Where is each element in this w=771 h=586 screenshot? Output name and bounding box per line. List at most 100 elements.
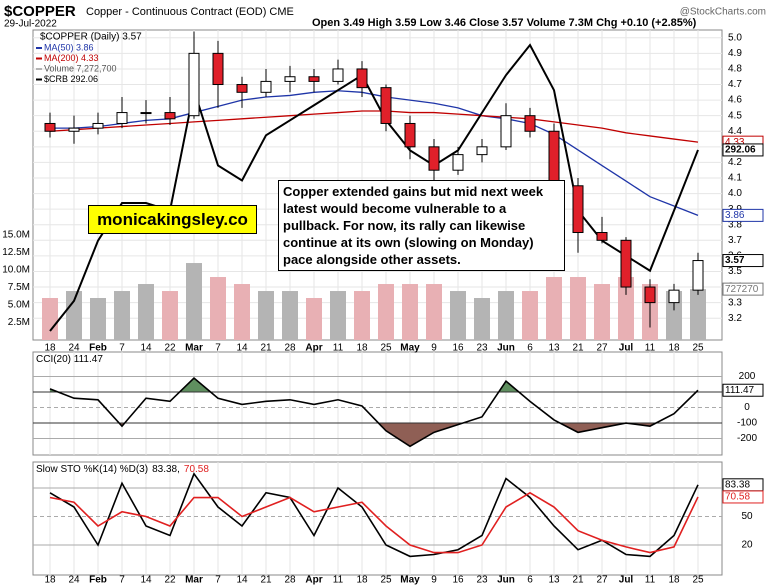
x-tick-label: 14 [236, 343, 248, 354]
x-tick-label: May [400, 575, 420, 586]
x-tick-label: 27 [596, 343, 608, 354]
volume-bar [186, 263, 202, 340]
x-tick-label: 21 [260, 343, 272, 354]
y-tick-label: 4.4 [728, 126, 742, 137]
value-tag: 70.58 [725, 492, 750, 503]
candle-body [68, 127, 80, 132]
candle-body [164, 112, 176, 120]
value-tag-box [722, 383, 764, 397]
symbol: $COPPER [4, 3, 76, 20]
volume-bar [498, 291, 514, 340]
x-tick-label: Mar [185, 575, 203, 586]
candle-body [380, 87, 392, 124]
y-tick-label: 4.1 [728, 173, 742, 184]
description: Copper - Continuous Contract (EOD) CME [86, 6, 294, 18]
volume-bar [690, 289, 706, 340]
y-tick-label: 4.2 [728, 157, 742, 168]
panel [32, 351, 723, 456]
volume-bar [282, 291, 298, 340]
candle-body [668, 289, 680, 304]
x-tick-label: 7 [119, 575, 125, 586]
volume-bar [546, 277, 562, 340]
volume-bar [330, 291, 346, 340]
x-tick-label: 24 [68, 575, 80, 586]
candle-body [116, 112, 128, 124]
y-tick-label: 4.9 [728, 48, 742, 59]
value-tag-box [722, 208, 764, 222]
x-tick-label: 14 [236, 575, 248, 586]
x-tick-label: 18 [44, 343, 56, 354]
x-tick-label: 18 [44, 575, 56, 586]
y2-tick-label: 7.5M [8, 282, 30, 293]
y-tick-label: 200 [739, 371, 756, 382]
volume-bar [666, 291, 682, 340]
candle-body [308, 76, 320, 82]
close-tag-box [722, 254, 764, 268]
candle-body [332, 68, 344, 82]
x-tick-label: 9 [431, 575, 437, 586]
x-tick-label: Apr [305, 575, 322, 586]
legend-entry: CCI(20) 111.47 [36, 354, 103, 365]
x-tick-label: 13 [548, 343, 560, 354]
candle-body [284, 76, 296, 82]
y2-tick-label: 12.5M [2, 247, 30, 258]
x-tick-label: 11 [333, 343, 344, 354]
x-tick-label: Apr [305, 343, 322, 354]
candle-body [500, 115, 512, 148]
volume-bar [354, 291, 370, 340]
x-tick-label: 22 [164, 575, 176, 586]
candle-body [596, 232, 608, 241]
candle-body [236, 84, 248, 93]
quote: Open 3.49 High 3.59 Low 3.46 Close 3.57 … [312, 17, 697, 29]
volume-bar [522, 291, 538, 340]
x-tick-label: 18 [668, 575, 680, 586]
volume-bar [162, 291, 178, 340]
x-tick-label: 23 [476, 343, 488, 354]
x-tick-label: 28 [284, 575, 296, 586]
y2-tick-label: 10.0M [2, 265, 30, 276]
candle-body [428, 146, 440, 171]
x-tick-label: 11 [645, 343, 656, 354]
candle-body [644, 286, 656, 304]
x-tick-label: 21 [572, 575, 584, 586]
candle-body [692, 260, 704, 291]
x-tick-label: 16 [452, 575, 464, 586]
candle-body [476, 146, 488, 156]
series-line [50, 90, 699, 216]
x-tick-label: 25 [692, 343, 704, 354]
candle-body [548, 130, 560, 187]
candle-body [524, 115, 536, 132]
y-tick-label: -200 [737, 433, 757, 444]
x-tick-label: 11 [645, 575, 656, 586]
volume-bar [426, 284, 442, 340]
y-tick-label: 20 [741, 540, 753, 551]
x-tick-label: 6 [527, 575, 533, 586]
y-tick-label: 4.5 [728, 110, 742, 121]
volume-bar [210, 277, 226, 340]
y-tick-label: 3.5 [728, 266, 742, 277]
volume-bar [378, 284, 394, 340]
volume-bar [234, 284, 250, 340]
x-tick-label: 25 [380, 343, 392, 354]
x-tick-label: 18 [668, 343, 680, 354]
x-tick-label: 9 [431, 343, 437, 354]
value-tag: 83.38 [725, 479, 750, 490]
volume-bar [42, 298, 58, 340]
x-tick-label: 23 [476, 575, 488, 586]
y-tick-label: 4.8 [728, 64, 742, 75]
volume-bar [114, 291, 130, 340]
value-tag-box [722, 490, 764, 504]
y-tick-label: 3.8 [728, 219, 742, 230]
y-tick-label: 4.0 [728, 188, 742, 199]
legend-entry: MA(200) 4.33 [44, 53, 99, 63]
x-tick-label: 21 [260, 575, 272, 586]
legend-entry: 70.58 [184, 464, 209, 475]
candle-body [620, 239, 632, 288]
candle-body [92, 122, 104, 129]
x-tick-label: 27 [596, 575, 608, 586]
x-tick-label: 14 [140, 575, 152, 586]
legend: CCI(20) 111.47 [36, 354, 103, 365]
y-tick-label: 0 [744, 402, 750, 413]
x-tick-label: Jul [619, 343, 634, 354]
